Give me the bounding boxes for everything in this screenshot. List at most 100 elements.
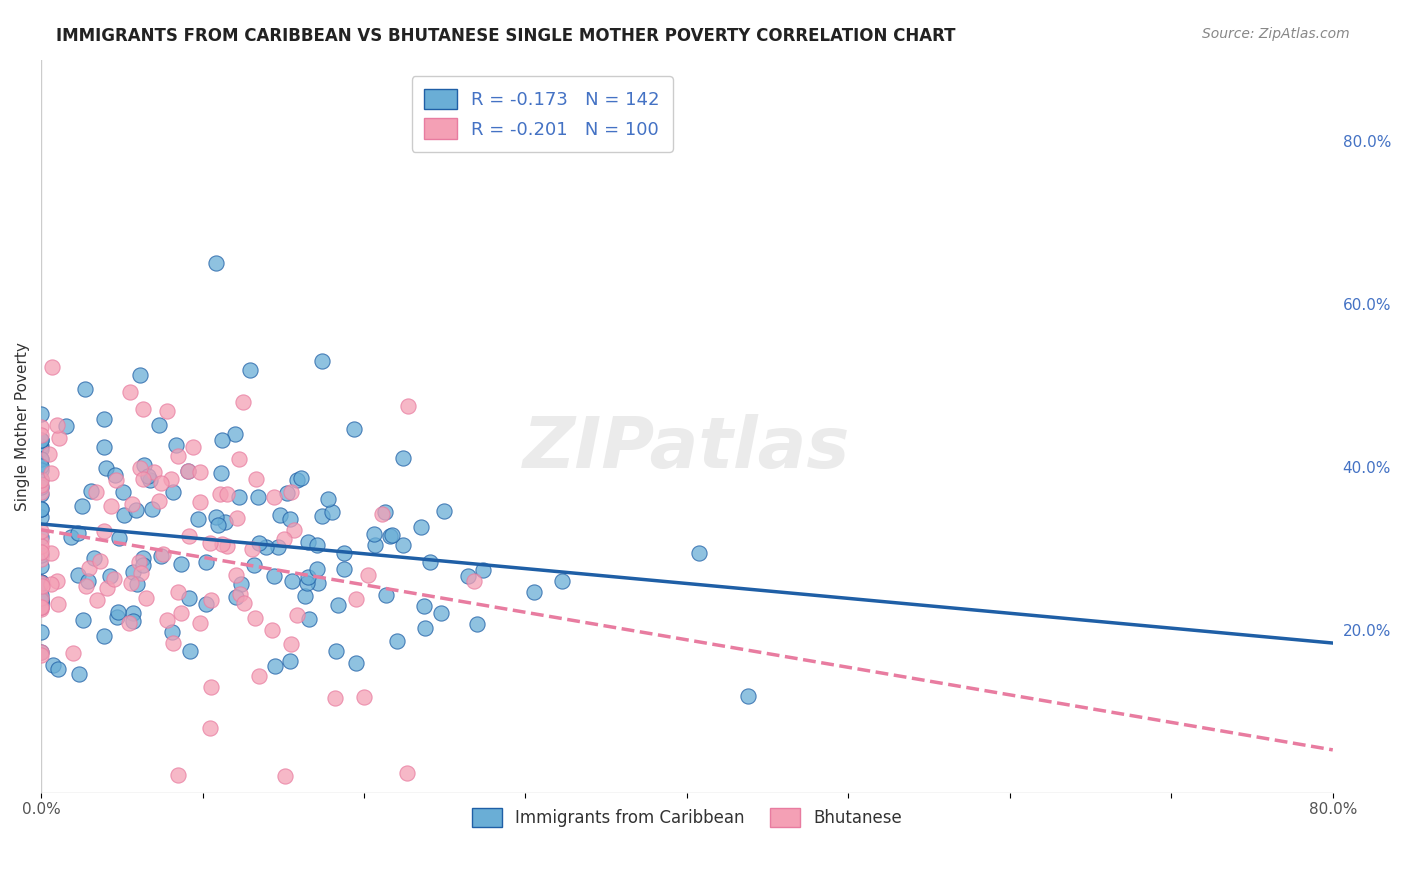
Point: [167, 768, 190, 782]
Point: [41, 359, 63, 374]
Point: [62, 646, 84, 660]
Point: [269, 508, 291, 523]
Point: [30, 591, 52, 605]
Point: [162, 636, 184, 650]
Point: [122, 606, 145, 620]
Point: [120, 384, 142, 399]
Point: [419, 555, 441, 569]
Point: [353, 690, 375, 704]
Point: [205, 509, 228, 524]
Point: [30, 433, 52, 447]
Point: [93, 412, 115, 426]
Point: [30, 434, 52, 448]
Point: [167, 585, 190, 599]
Point: [325, 644, 347, 658]
Point: [551, 574, 574, 588]
Point: [31, 579, 53, 593]
Point: [67, 666, 90, 681]
Point: [112, 508, 135, 522]
Point: [177, 464, 200, 478]
Point: [84, 485, 107, 500]
Point: [243, 558, 266, 573]
Point: [107, 532, 129, 546]
Point: [215, 487, 238, 501]
Point: [207, 517, 229, 532]
Point: [371, 507, 394, 521]
Point: [55, 419, 77, 434]
Point: [150, 475, 173, 490]
Point: [228, 490, 250, 504]
Point: [225, 591, 247, 605]
Point: [273, 533, 295, 547]
Point: [39, 577, 62, 591]
Point: [471, 563, 494, 577]
Point: [66, 567, 89, 582]
Point: [105, 473, 128, 487]
Point: [77, 574, 100, 589]
Point: [30, 600, 52, 615]
Point: [412, 599, 434, 614]
Point: [107, 605, 129, 619]
Point: [100, 499, 122, 513]
Point: [30, 574, 52, 589]
Point: [132, 401, 155, 416]
Point: [93, 629, 115, 643]
Point: [274, 769, 297, 783]
Point: [156, 613, 179, 627]
Point: [129, 368, 152, 382]
Point: [127, 576, 149, 591]
Point: [307, 576, 329, 591]
Point: [247, 536, 270, 550]
Point: [228, 452, 250, 467]
Point: [280, 485, 302, 500]
Point: [433, 503, 456, 517]
Point: [267, 540, 290, 554]
Point: [276, 486, 298, 500]
Point: [229, 587, 252, 601]
Point: [342, 422, 364, 436]
Text: Source: ZipAtlas.com: Source: ZipAtlas.com: [1202, 27, 1350, 41]
Point: [30, 479, 52, 493]
Point: [30, 510, 52, 524]
Point: [204, 256, 226, 270]
Point: [30, 592, 52, 607]
Point: [307, 537, 329, 551]
Point: [30, 645, 52, 659]
Point: [30, 576, 52, 591]
Point: [170, 557, 193, 571]
Point: [344, 656, 367, 670]
Point: [225, 567, 247, 582]
Point: [396, 766, 419, 780]
Point: [211, 434, 233, 448]
Point: [139, 473, 162, 487]
Point: [30, 486, 52, 500]
Point: [38, 446, 60, 460]
Point: [280, 637, 302, 651]
Point: [30, 419, 52, 434]
Point: [297, 570, 319, 584]
Point: [72, 613, 94, 627]
Point: [30, 548, 52, 562]
Point: [80, 484, 103, 499]
Text: IMMIGRANTS FROM CARIBBEAN VS BHUTANESE SINGLE MOTHER POVERTY CORRELATION CHART: IMMIGRANTS FROM CARIBBEAN VS BHUTANESE S…: [56, 27, 956, 45]
Point: [105, 610, 128, 624]
Point: [378, 529, 401, 543]
Point: [333, 561, 356, 575]
Point: [688, 546, 710, 560]
Point: [737, 689, 759, 703]
Point: [30, 558, 52, 573]
Point: [30, 575, 52, 590]
Point: [30, 502, 52, 516]
Point: [323, 690, 346, 705]
Point: [39, 467, 62, 481]
Point: [311, 509, 333, 524]
Point: [98, 569, 121, 583]
Point: [195, 555, 218, 569]
Point: [131, 558, 153, 572]
Point: [30, 588, 52, 602]
Point: [30, 524, 52, 538]
Point: [93, 441, 115, 455]
Point: [316, 492, 339, 507]
Point: [209, 467, 232, 481]
Point: [30, 648, 52, 663]
